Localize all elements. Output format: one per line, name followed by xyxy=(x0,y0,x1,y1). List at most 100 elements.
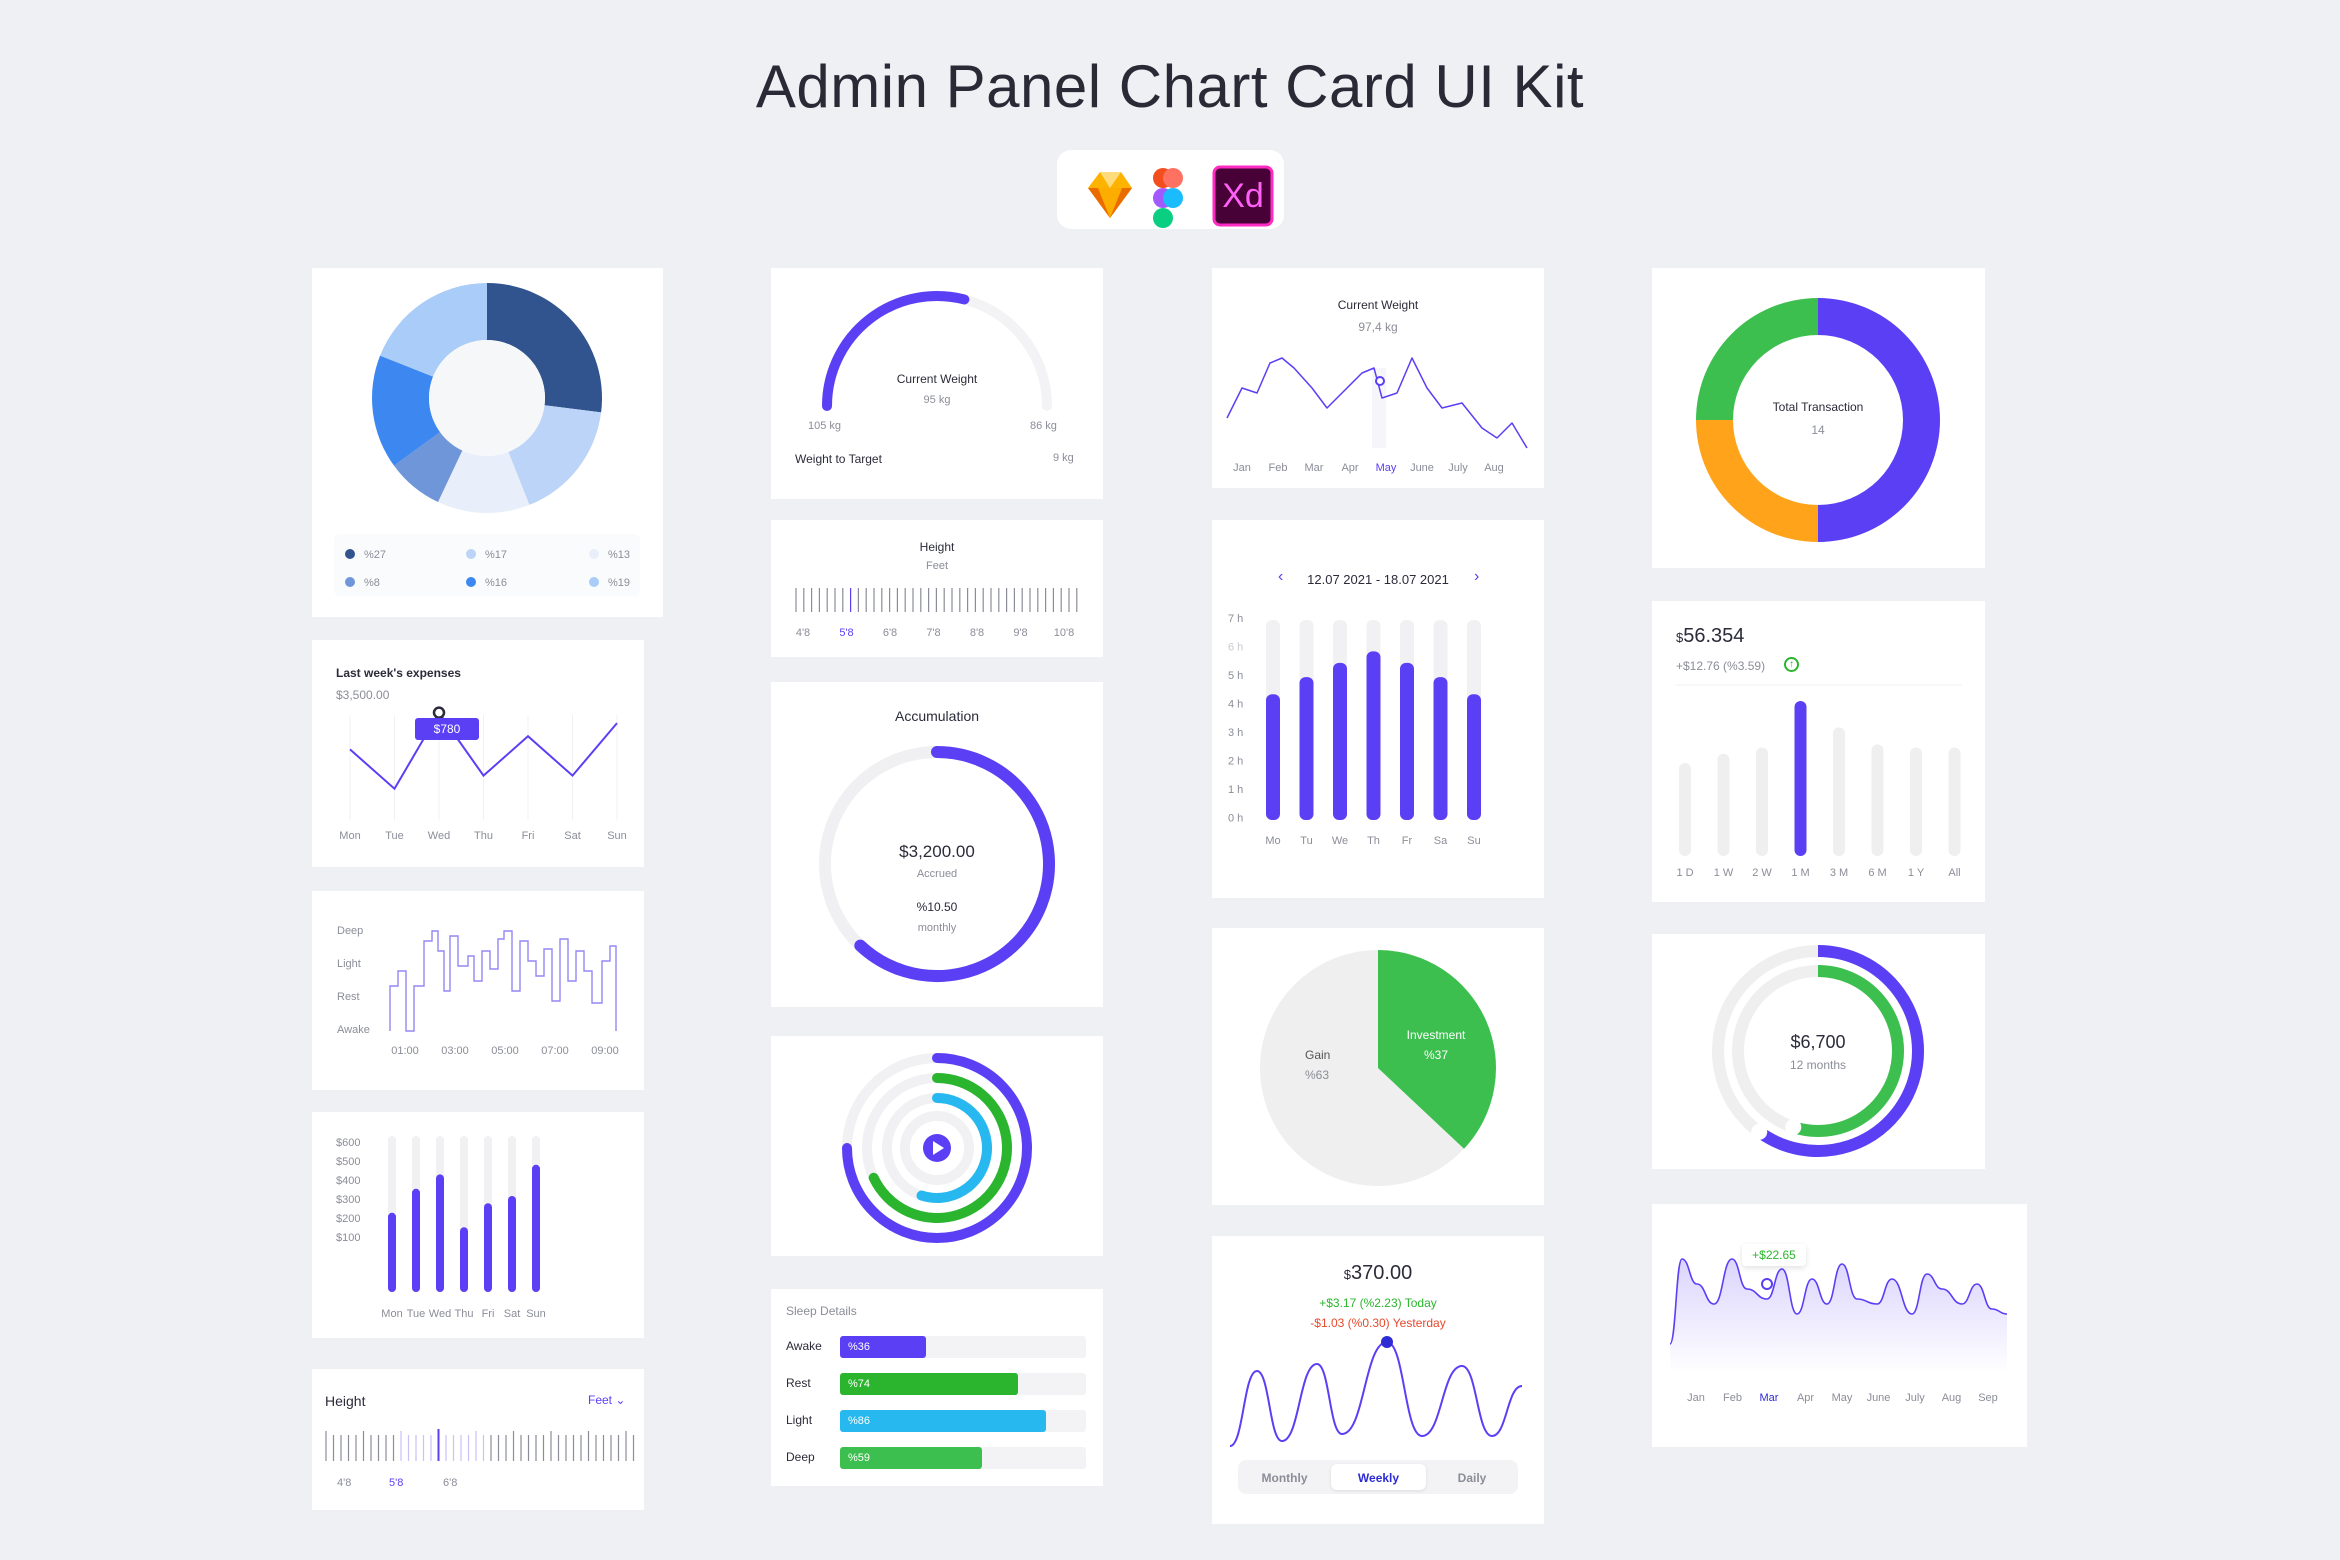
sleep-row-bar: %36 xyxy=(840,1336,927,1358)
expenses-tooltip: $780 xyxy=(415,718,479,740)
legend-label: %8 xyxy=(364,577,380,589)
sleep-row-bar: %59 xyxy=(840,1447,982,1469)
stock-bar xyxy=(1679,763,1691,856)
sleep-step-card: Deep Light Rest Awake 01:00 03:00 05:00 07:00 09… xyxy=(312,891,644,1090)
donut-chart: %27 %17 %13 %8 %16 %19 xyxy=(334,283,640,596)
outer-progress xyxy=(1755,945,1924,1157)
legend-dot xyxy=(345,549,355,559)
bar xyxy=(1333,662,1347,820)
price-wave-chart xyxy=(1229,1336,1523,1447)
period-label: All xyxy=(1948,867,1960,879)
double-ring-card: $6,700 12 months xyxy=(1652,934,1985,1169)
stock-value: 56.354 xyxy=(1683,625,1745,647)
tab-daily[interactable]: Daily xyxy=(1457,1471,1487,1485)
bar xyxy=(460,1227,468,1292)
y-tick-label: $200 xyxy=(336,1213,360,1225)
height-ruler-unit: Feet xyxy=(925,560,949,572)
y-tick-label: 0 h xyxy=(1228,813,1243,825)
bar xyxy=(412,1188,420,1292)
area-fill xyxy=(1670,1259,2007,1374)
price-currency: $ xyxy=(1343,1267,1352,1282)
height-unit-label: Feet xyxy=(588,1393,613,1407)
height-small-ruler[interactable]: 4'8 5'8 6'8 xyxy=(312,1369,644,1510)
bar xyxy=(436,1174,444,1292)
stock-bar xyxy=(1717,753,1730,856)
inner-progress xyxy=(1791,965,1904,1137)
y-tick-label: 2 h xyxy=(1228,756,1243,768)
period-label: 1 W xyxy=(1714,867,1734,879)
play-icon xyxy=(933,1141,944,1155)
accumulation-card: Accumulation $3,200.00 Accrued %10.50 mo… xyxy=(771,682,1103,1007)
day-label: Thu xyxy=(455,1308,474,1320)
month-label: Feb xyxy=(1723,1392,1742,1404)
legend-label: %19 xyxy=(608,577,630,589)
hours-bar-chart: 7 h 6 h 5 h 4 h 3 h 2 h 1 h 0 h Mo Tu We Th Fr Sa Su xyxy=(1228,613,1481,847)
weight-gauge-card: Current Weight 95 kg 105 kg 86 kg Weight… xyxy=(771,268,1103,499)
weight-gauge-min: 105 kg xyxy=(808,420,842,432)
month-label: May xyxy=(1376,462,1397,474)
ruler-label: 6'8 xyxy=(443,1477,457,1489)
area-wave-chart: Jan Feb Mar Apr May June July Aug Sep xyxy=(1669,1258,2008,1404)
tool-icons xyxy=(1088,165,1274,228)
height-small-title: Height xyxy=(325,1393,366,1409)
day-label: Wed xyxy=(429,1308,451,1320)
accumulation-title: Accumulation xyxy=(894,708,980,724)
day-label: Sat xyxy=(504,1308,521,1320)
sleep-row-label: Awake xyxy=(786,1339,822,1353)
weight-gauge xyxy=(822,290,1052,411)
donut-slice xyxy=(393,432,463,503)
legend-dot xyxy=(589,577,599,587)
transaction-card: Total Transaction 14 xyxy=(1652,268,1985,568)
accumulation-ring xyxy=(819,746,1055,982)
weight-line-title: Current Weight xyxy=(1337,298,1419,312)
weight-target-label: Weight to Target xyxy=(795,452,882,466)
arrow-up-icon: ↑ xyxy=(1784,657,1799,672)
hours-bars-card: ‹ 12.07 2021 - 18.07 2021 › 7 h 6 h 5 h 4 h… xyxy=(1212,520,1544,898)
height-unit-dropdown[interactable]: Feet ⌄ xyxy=(588,1393,625,1407)
area-wave-tooltip: +$22.65 xyxy=(1742,1244,1806,1266)
height-ruler[interactable]: 4'8 5'8 6'8 7'8 8'8 9'8 10'8 xyxy=(771,520,1103,657)
price-wave-card: $370.00 +$3.17 (%2.23) Today -$1.03 (%0.… xyxy=(1212,1236,1544,1524)
bar xyxy=(1400,662,1414,820)
sleep-row-bar: %74 xyxy=(840,1373,1018,1395)
y-tick-label: $400 xyxy=(336,1175,360,1187)
time-label: 01:00 xyxy=(391,1045,419,1057)
weight-line-card: Current Weight 97,4 kg Jan Feb Mar Apr May Ju… xyxy=(1212,268,1544,488)
prev-week-button[interactable]: ‹ xyxy=(1278,568,1284,585)
sleep-level-label: Deep xyxy=(337,925,363,937)
stock-currency: $ xyxy=(1676,630,1684,645)
y-tick-label: $100 xyxy=(336,1232,360,1244)
y-tick-label: 6 h xyxy=(1228,642,1243,654)
time-label: 05:00 xyxy=(491,1045,519,1057)
weight-gauge-max: 86 kg xyxy=(1030,420,1057,432)
ring-progress xyxy=(868,1073,1012,1223)
transaction-value: 14 xyxy=(1811,423,1825,437)
transaction-slice xyxy=(1818,298,1940,542)
weight-target-value: 9 kg xyxy=(1053,452,1074,464)
double-ring-amount: $6,700 xyxy=(1790,1032,1846,1052)
next-week-button[interactable]: › xyxy=(1474,568,1480,585)
inner-handle xyxy=(1785,1119,1802,1136)
period-label: 1 D xyxy=(1676,867,1693,879)
month-label: Aug xyxy=(1484,462,1504,474)
legend-label: %17 xyxy=(485,549,507,561)
expenses-line xyxy=(349,710,618,791)
double-ring-chart xyxy=(1712,945,1924,1157)
day-label: Sa xyxy=(1434,835,1448,847)
sleep-row-bar: %86 xyxy=(840,1410,1047,1432)
weight-gauge-title: Current Weight xyxy=(896,372,978,386)
ruler-label: 5'8 xyxy=(389,1477,403,1489)
legend-dot xyxy=(589,549,599,559)
y-tick-label: 7 h xyxy=(1228,613,1243,625)
tab-monthly[interactable]: Monthly xyxy=(1261,1471,1308,1485)
tab-weekly[interactable]: Weekly xyxy=(1357,1471,1400,1485)
gain-value: %63 xyxy=(1305,1068,1330,1082)
stock-bar xyxy=(1871,744,1884,856)
transaction-donut xyxy=(1696,298,1940,542)
price-yesterday: -$1.03 (%0.30) Yesterday xyxy=(1310,1316,1446,1330)
donut-slice xyxy=(372,355,441,466)
y-tick-label: 4 h xyxy=(1228,699,1243,711)
xd-icon-label: Xd xyxy=(1222,177,1264,215)
bar xyxy=(1366,651,1381,820)
month-label: June xyxy=(1867,1392,1891,1404)
